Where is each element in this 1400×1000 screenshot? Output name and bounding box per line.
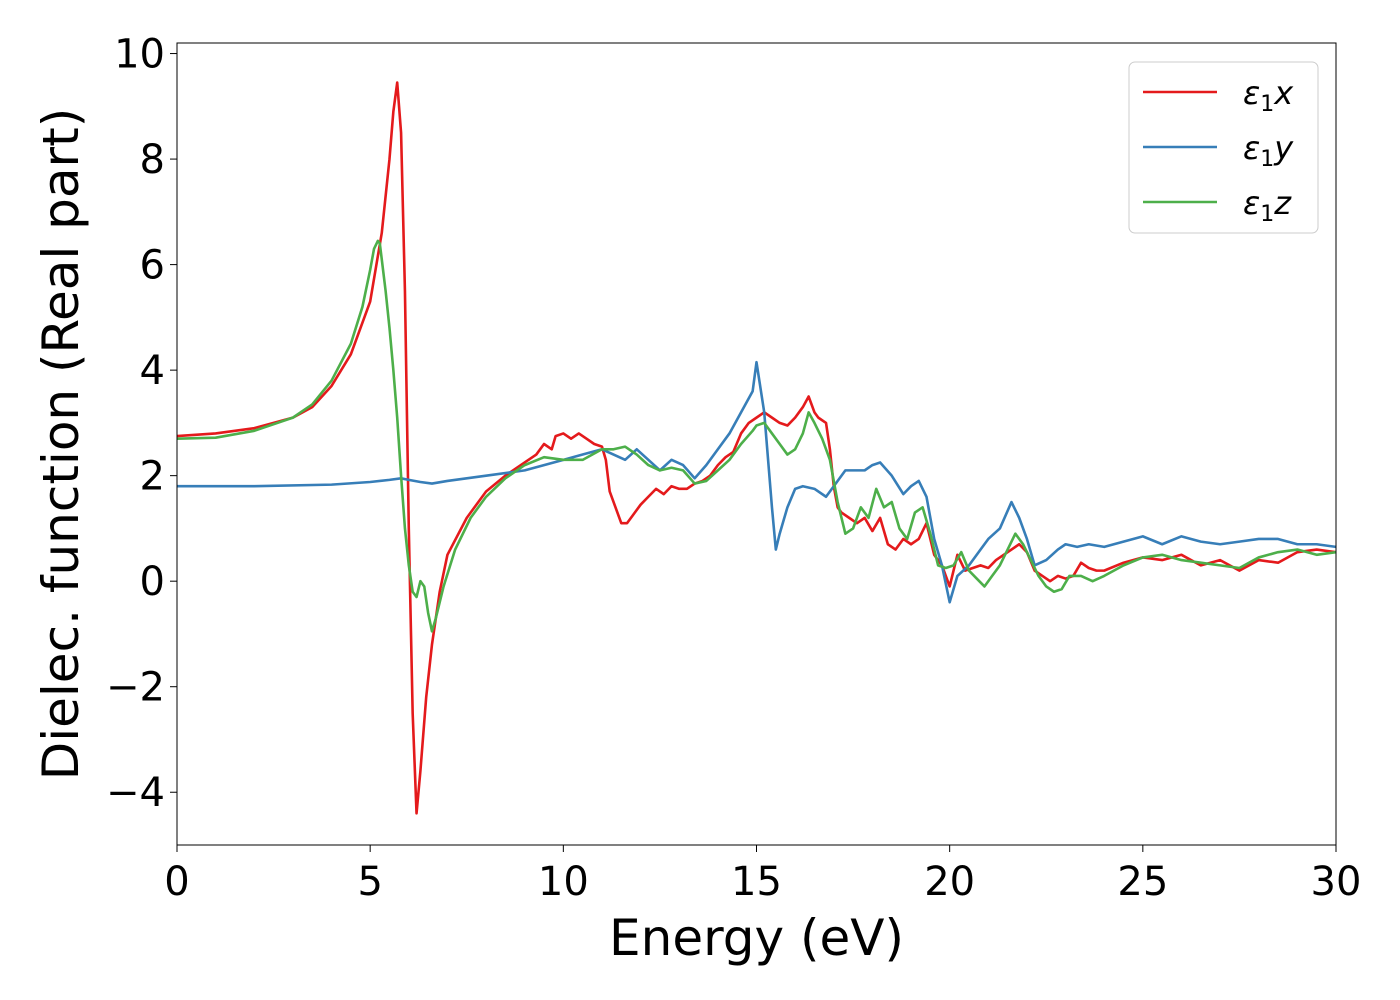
x-tick-label: 20 xyxy=(924,859,975,905)
legend-box xyxy=(1128,61,1319,234)
x-axis: 0 5 10 15 20 25 30 xyxy=(164,845,1361,905)
y-tick-label: −4 xyxy=(106,770,165,816)
x-tick-label: 10 xyxy=(538,859,589,905)
series-line-z xyxy=(177,239,1336,633)
y-tick-label: −2 xyxy=(106,665,165,711)
y-tick-label: 10 xyxy=(114,32,165,78)
x-axis-title: Energy (eV) xyxy=(609,909,904,967)
legend-label-x: ε1x xyxy=(1243,74,1294,117)
y-tick-label: 8 xyxy=(140,137,165,183)
x-tick-label: 5 xyxy=(357,859,382,905)
y-tick-label: 4 xyxy=(140,348,165,394)
y-tick-label: 6 xyxy=(140,243,165,289)
x-tick-label: 30 xyxy=(1311,859,1362,905)
x-tick-label: 0 xyxy=(164,859,189,905)
x-tick-label: 25 xyxy=(1117,859,1168,905)
series-layer xyxy=(177,81,1336,815)
y-axis: −4 −2 0 2 4 6 8 10 xyxy=(106,32,177,816)
legend-label-y: ε1y xyxy=(1243,129,1294,172)
legend: ε1x ε1y ε1z xyxy=(1128,61,1319,234)
y-axis-title: Dielec. function (Real part) xyxy=(32,108,90,780)
y-tick-label: 2 xyxy=(140,454,165,500)
x-tick-label: 15 xyxy=(731,859,782,905)
legend-label-z: ε1z xyxy=(1243,184,1292,227)
y-tick-label: 0 xyxy=(140,559,165,605)
